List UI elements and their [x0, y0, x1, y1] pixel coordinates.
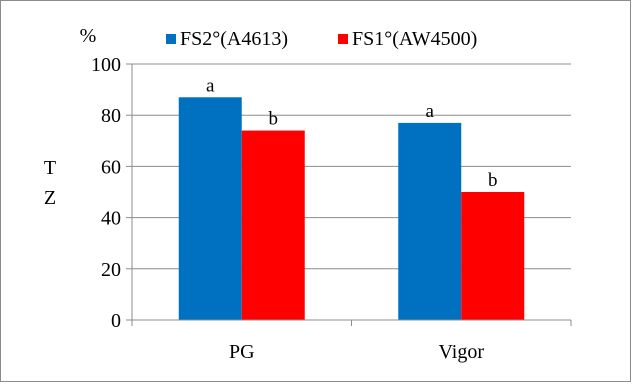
y-tick-label: 0	[111, 310, 121, 332]
data-label: a	[426, 101, 435, 122]
y-axis-title: T	[44, 157, 56, 179]
data-label: b	[269, 109, 279, 130]
bar	[178, 97, 242, 320]
legend: FS2°(A4613) FS1°(AW4500)	[166, 28, 477, 50]
y-tick-label: 80	[101, 105, 121, 127]
y-tick-label: 40	[101, 208, 121, 230]
bar	[461, 192, 525, 320]
y-tick-label: 20	[101, 259, 121, 281]
y-unit-label: %	[80, 25, 97, 47]
x-tick-label: PG	[229, 341, 255, 363]
y-tick-label: 60	[101, 156, 121, 178]
y-axis-title: Z	[44, 187, 56, 209]
legend-label: FS2°(A4613)	[180, 28, 288, 50]
labels: 0 20 40 60 80 100 a b PG a b Vigor% TZ	[44, 25, 498, 363]
data-label: a	[206, 75, 215, 96]
x-tick-label: Vigor	[439, 341, 485, 363]
data-label: b	[488, 170, 498, 191]
legend-label: FS1°(AW4500)	[352, 28, 477, 50]
legend-swatch	[166, 34, 176, 44]
bars	[178, 97, 525, 320]
axes	[126, 63, 572, 326]
y-tick-label: 100	[91, 54, 121, 76]
bar	[241, 130, 305, 320]
bar	[398, 122, 462, 320]
legend-swatch	[338, 34, 348, 44]
